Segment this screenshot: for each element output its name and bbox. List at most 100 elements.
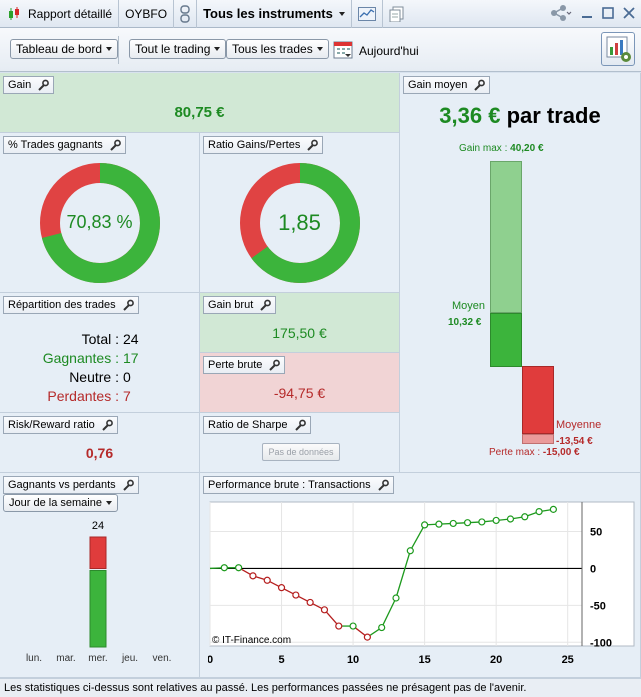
- gross-gain-panel: Gain brut 175,50 €: [200, 293, 400, 353]
- max-loss-bar: [522, 434, 554, 444]
- risk-reward-value: 0,76: [85, 445, 114, 461]
- performance-point: [535, 508, 543, 516]
- average-gain-value: 3,36 € par trade: [400, 103, 640, 129]
- performance-point: [521, 513, 529, 521]
- ratio-value: 1,85: [278, 210, 321, 235]
- gain-title-label: Gain: [8, 79, 32, 91]
- average-gain-panel-title: Gain moyen: [403, 76, 491, 94]
- period-selector[interactable]: Aujourd'hui: [333, 39, 419, 62]
- maximize-icon[interactable]: [602, 7, 614, 22]
- wrench-icon[interactable]: [473, 79, 486, 91]
- performance-point: [220, 564, 228, 572]
- y-tick-label: -50: [590, 600, 606, 612]
- y-tick-label: -100: [590, 637, 612, 649]
- wrench-icon[interactable]: [268, 359, 281, 371]
- performance-point: [392, 594, 400, 602]
- distribution-stats: Total :24 Gagnantes :17 Neutre :0 Perdan…: [0, 330, 163, 406]
- copyright-label: © IT-Finance.com: [212, 635, 291, 646]
- chevron-down-icon: [105, 501, 112, 505]
- chart-view-icon[interactable]: [352, 0, 383, 28]
- wrench-icon[interactable]: [377, 479, 389, 491]
- sharpe-panel-title: Ratio de Sharpe: [203, 416, 311, 434]
- performance-point: [449, 519, 457, 528]
- x-tick-label: 20: [490, 654, 502, 666]
- weekday-selector[interactable]: Jour de la semaine: [3, 494, 118, 512]
- performance-line-chart: 0 5 10 15 20 25 50 0 -50 -100 © IT-Finance.com: [208, 501, 635, 666]
- distribution-title-label: Répartition des trades: [8, 299, 116, 311]
- ratio-panel-title: Ratio Gains/Pertes: [203, 136, 324, 154]
- bar-total-label: 24: [92, 520, 104, 532]
- calendar-icon: [333, 39, 353, 62]
- performance-segment: [381, 597, 397, 628]
- wrench-icon[interactable]: [37, 79, 50, 91]
- max-loss-value: -15,00 €: [542, 447, 580, 458]
- weekday-tick-label: jeu.: [121, 653, 138, 664]
- weekday-tick-label: mer.: [88, 653, 107, 664]
- win-rate-value: 70,83 %: [66, 212, 133, 232]
- wrench-icon[interactable]: [259, 299, 272, 311]
- average-gain-bar-value: 10,32 €: [448, 317, 482, 328]
- x-tick-label: 15: [418, 654, 430, 666]
- winners-bar: [89, 570, 107, 648]
- max-gain-line: Gain max : 40,20 €: [459, 143, 544, 154]
- win-rate-title-label: % Trades gagnants: [8, 139, 103, 151]
- gross-loss-value: -94,75 €: [273, 385, 326, 401]
- dashboard-label: Tableau de bord: [16, 42, 103, 56]
- trades-filter-dropdown[interactable]: Tous les trades: [226, 39, 329, 59]
- report-tab[interactable]: Rapport détaillé: [0, 0, 120, 28]
- trade-distribution-panel: Répartition des trades: [0, 293, 200, 413]
- gross-loss-title-label: Perte brute: [208, 359, 263, 371]
- winners-row: Gagnantes :17: [0, 349, 163, 368]
- average-gain-amount: 3,36 €: [439, 103, 501, 128]
- dashboard-dropdown[interactable]: Tableau de bord: [10, 39, 119, 59]
- wrench-icon[interactable]: [109, 139, 121, 151]
- document-icon[interactable]: [383, 0, 411, 28]
- win-rate-panel-title: % Trades gagnants: [3, 136, 126, 154]
- title-bar: Rapport détaillé OYBFO Tous les instrume…: [0, 0, 641, 28]
- chevron-down-icon: [338, 11, 345, 16]
- chevron-down-icon: [106, 47, 113, 51]
- performance-point: [349, 622, 357, 630]
- link-icon[interactable]: [174, 0, 198, 28]
- wrench-icon[interactable]: [101, 419, 113, 431]
- instrument-label: Tous les instruments: [203, 6, 333, 21]
- account-selector[interactable]: OYBFO: [119, 0, 175, 28]
- share-icon[interactable]: [550, 5, 572, 24]
- average-gain-unit: par trade: [506, 103, 601, 128]
- average-loss-label: Moyenne: [556, 419, 602, 431]
- losers-value: 7: [123, 388, 131, 404]
- winners-losers-panel-title: Gagnants vs perdants: [3, 476, 139, 494]
- losers-bar: [89, 536, 107, 569]
- wrench-icon[interactable]: [122, 299, 134, 311]
- distribution-panel-title: Répartition des trades: [3, 296, 139, 314]
- win-rate-panel: % Trades gagnants 70,83 %: [0, 133, 200, 293]
- average-loss-value: -13,54 €: [556, 436, 593, 447]
- total-row: Total :24: [0, 330, 163, 349]
- report-settings-icon[interactable]: [601, 32, 635, 66]
- risk-reward-title-label: Risk/Reward ratio: [8, 419, 95, 431]
- wrench-icon[interactable]: [294, 419, 306, 431]
- performance-point: [463, 519, 472, 527]
- wrench-icon[interactable]: [122, 479, 134, 491]
- instrument-selector[interactable]: Tous les instruments: [197, 0, 352, 28]
- minimize-icon[interactable]: [581, 7, 593, 22]
- ratio-title-label: Ratio Gains/Pertes: [208, 139, 301, 151]
- average-gain-title-label: Gain moyen: [408, 79, 468, 91]
- disclaimer-footer: Les statistiques ci-dessus sont relative…: [0, 678, 641, 697]
- close-icon[interactable]: [623, 7, 635, 22]
- gross-gain-panel-title: Gain brut: [203, 296, 277, 314]
- wrench-icon[interactable]: [306, 139, 319, 151]
- trading-filter-dropdown[interactable]: Tout le trading: [129, 39, 227, 59]
- weekday-selector-label: Jour de la semaine: [9, 497, 102, 509]
- performance-point: [478, 518, 486, 526]
- performance-point: [549, 505, 557, 513]
- risk-reward-panel: Risk/Reward ratio 0,76: [0, 413, 200, 473]
- performance-point: [363, 633, 371, 641]
- performance-point: [277, 584, 286, 592]
- performance-panel-title: Performance brute : Transactions: [203, 476, 394, 494]
- x-tick-label: 25: [562, 654, 574, 666]
- average-label: Moyen: [452, 300, 486, 312]
- weekday-tick-label: lun.: [26, 653, 42, 664]
- ratio-donut: [240, 163, 360, 283]
- no-data-button[interactable]: Pas de données: [262, 443, 340, 461]
